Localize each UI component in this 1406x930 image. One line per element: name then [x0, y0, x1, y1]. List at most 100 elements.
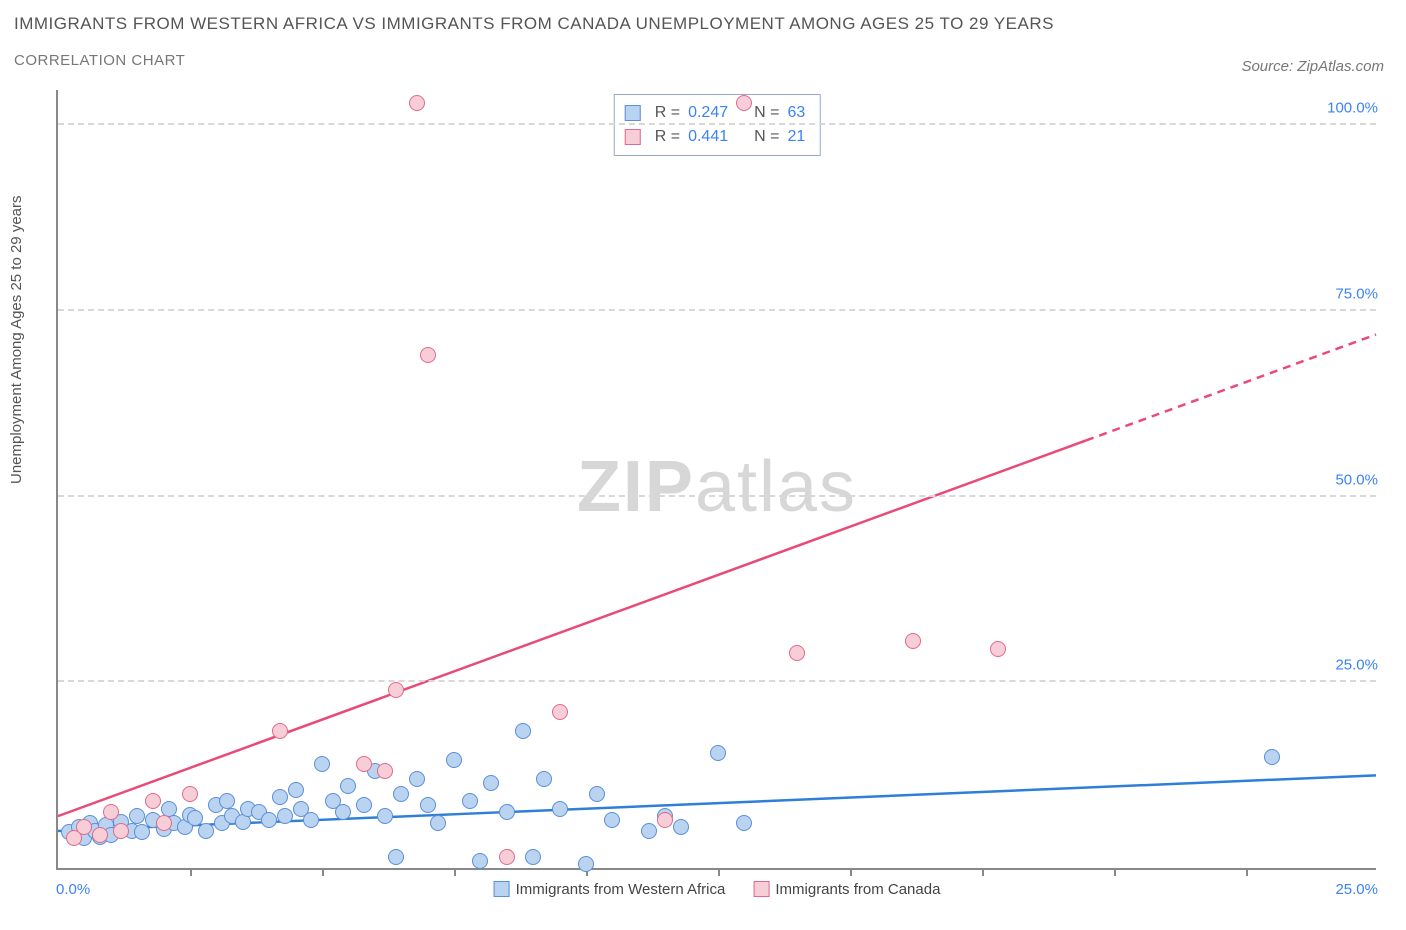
- x-tick: [1246, 868, 1248, 876]
- data-point: [272, 723, 288, 739]
- legend-label: Immigrants from Canada: [775, 881, 940, 898]
- n-value: 21: [787, 125, 805, 149]
- stat-label: R =: [655, 101, 680, 125]
- data-point: [905, 633, 921, 649]
- data-point: [388, 849, 404, 865]
- data-point: [388, 682, 404, 698]
- stat-label: R =: [655, 125, 680, 149]
- data-point: [409, 95, 425, 111]
- data-point: [219, 793, 235, 809]
- legend-swatch: [625, 129, 641, 145]
- data-point: [288, 782, 304, 798]
- data-point: [446, 752, 462, 768]
- stats-legend-row: R = 0.247 N = 63: [625, 101, 806, 125]
- data-point: [92, 827, 108, 843]
- data-point: [525, 849, 541, 865]
- data-point: [113, 823, 129, 839]
- data-point: [356, 756, 372, 772]
- data-point: [420, 797, 436, 813]
- gridline: [58, 680, 1376, 682]
- data-point: [335, 804, 351, 820]
- stat-label: N =: [754, 125, 779, 149]
- x-axis-max-label: 25.0%: [1335, 881, 1378, 898]
- stats-legend-row: R = 0.441 N = 21: [625, 125, 806, 149]
- data-point: [673, 819, 689, 835]
- data-point: [789, 645, 805, 661]
- data-point: [314, 756, 330, 772]
- y-tick-label: 75.0%: [1335, 285, 1378, 302]
- trend-line-extrapolated: [1086, 335, 1376, 441]
- data-point: [515, 723, 531, 739]
- data-point: [409, 771, 425, 787]
- data-point: [710, 745, 726, 761]
- y-axis-label: Unemployment Among Ages 25 to 29 years: [8, 195, 25, 484]
- data-point: [462, 793, 478, 809]
- data-point: [536, 771, 552, 787]
- r-value: 0.247: [688, 101, 728, 125]
- data-point: [552, 704, 568, 720]
- series-legend: Immigrants from Western Africa Immigrants…: [494, 881, 941, 898]
- data-point: [129, 808, 145, 824]
- legend-item: Immigrants from Canada: [753, 881, 940, 898]
- n-value: 63: [787, 101, 805, 125]
- data-point: [430, 815, 446, 831]
- correlation-chart: Unemployment Among Ages 25 to 29 years Z…: [0, 84, 1406, 930]
- data-point: [552, 801, 568, 817]
- data-point: [272, 789, 288, 805]
- data-point: [303, 812, 319, 828]
- data-point: [483, 775, 499, 791]
- data-point: [589, 786, 605, 802]
- x-tick: [718, 868, 720, 876]
- data-point: [377, 808, 393, 824]
- x-axis-min-label: 0.0%: [56, 881, 90, 898]
- data-point: [145, 793, 161, 809]
- data-point: [736, 815, 752, 831]
- gridline: [58, 495, 1376, 497]
- y-tick-label: 50.0%: [1335, 471, 1378, 488]
- r-value: 0.441: [688, 125, 728, 149]
- page-title: IMMIGRANTS FROM WESTERN AFRICA VS IMMIGR…: [14, 14, 1406, 34]
- page-subtitle: CORRELATION CHART: [14, 52, 1406, 69]
- y-tick-label: 100.0%: [1327, 100, 1378, 117]
- data-point: [604, 812, 620, 828]
- data-point: [641, 823, 657, 839]
- data-point: [76, 819, 92, 835]
- data-point: [377, 763, 393, 779]
- data-point: [499, 804, 515, 820]
- trend-line: [58, 440, 1086, 816]
- gridline: [58, 123, 1376, 125]
- legend-item: Immigrants from Western Africa: [494, 881, 726, 898]
- x-tick: [454, 868, 456, 876]
- data-point: [420, 347, 436, 363]
- data-point: [182, 786, 198, 802]
- x-tick: [982, 868, 984, 876]
- stat-label: N =: [754, 101, 779, 125]
- data-point: [499, 849, 515, 865]
- data-point: [1264, 749, 1280, 765]
- data-point: [277, 808, 293, 824]
- x-tick: [850, 868, 852, 876]
- data-point: [990, 641, 1006, 657]
- data-point: [657, 812, 673, 828]
- x-tick: [322, 868, 324, 876]
- x-tick: [190, 868, 192, 876]
- data-point: [393, 786, 409, 802]
- gridline: [58, 309, 1376, 311]
- data-point: [103, 804, 119, 820]
- data-point: [578, 856, 594, 872]
- legend-swatch: [753, 881, 769, 897]
- data-point: [198, 823, 214, 839]
- source-attribution: Source: ZipAtlas.com: [1241, 58, 1384, 75]
- data-point: [472, 853, 488, 869]
- x-tick: [1114, 868, 1116, 876]
- data-point: [736, 95, 752, 111]
- trend-line: [58, 775, 1376, 831]
- data-point: [356, 797, 372, 813]
- y-tick-label: 25.0%: [1335, 657, 1378, 674]
- data-point: [156, 815, 172, 831]
- data-point: [134, 824, 150, 840]
- plot-area: ZIPatlas R =0.247N =63R =0.441N =21 Immi…: [56, 90, 1376, 870]
- legend-swatch: [625, 105, 641, 121]
- legend-swatch: [494, 881, 510, 897]
- legend-label: Immigrants from Western Africa: [516, 881, 726, 898]
